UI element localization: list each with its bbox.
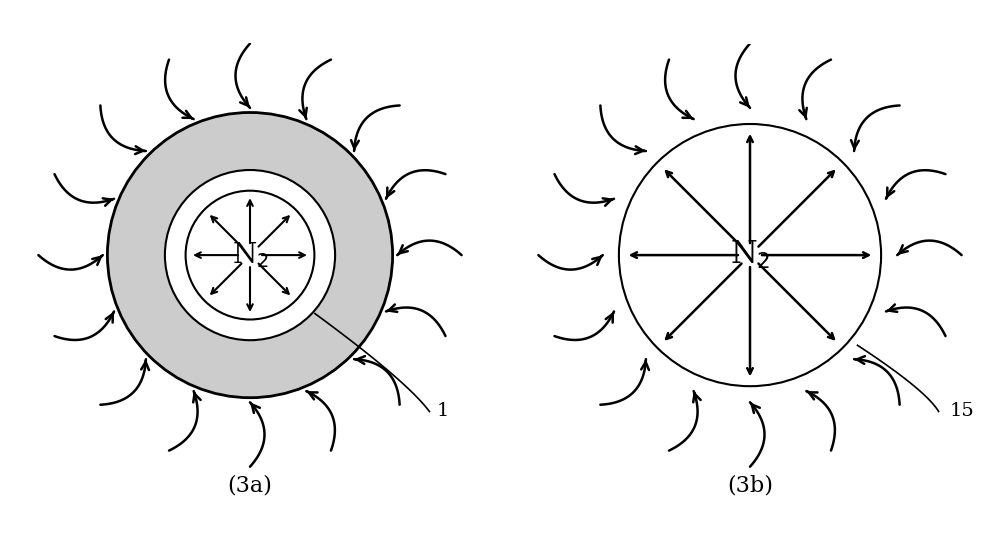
Text: 1: 1 bbox=[437, 403, 449, 421]
Circle shape bbox=[107, 113, 393, 398]
Circle shape bbox=[165, 170, 335, 340]
Text: N$_2$: N$_2$ bbox=[730, 239, 770, 271]
Text: N$_2$: N$_2$ bbox=[232, 240, 268, 270]
Circle shape bbox=[607, 113, 893, 398]
Text: (3b): (3b) bbox=[727, 474, 773, 496]
Text: (3a): (3a) bbox=[228, 474, 272, 496]
Text: 15: 15 bbox=[949, 403, 974, 421]
